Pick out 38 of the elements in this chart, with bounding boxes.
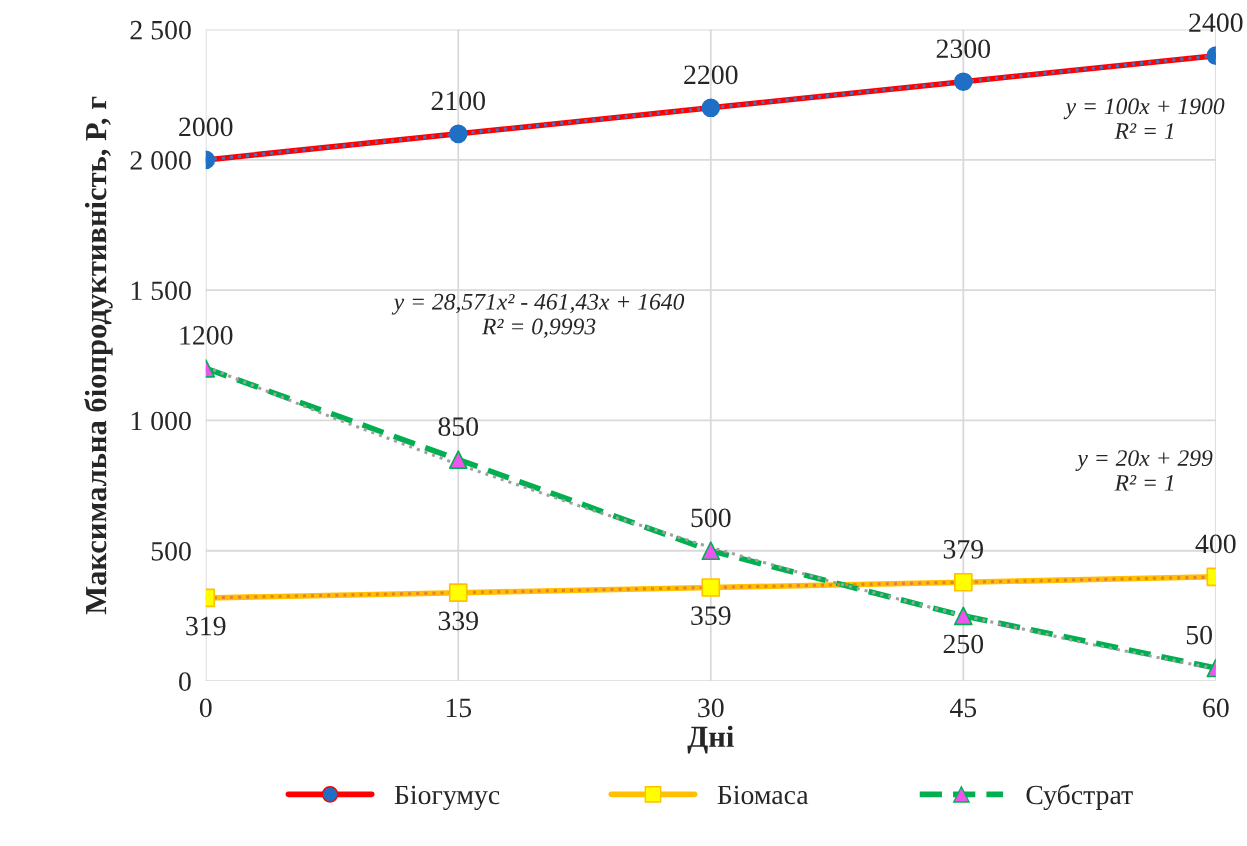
point — [953, 572, 973, 592]
data-label: 50 — [1186, 625, 1212, 645]
data-label: 850 — [438, 417, 479, 436]
x-tick-label: 30 — [698, 698, 724, 718]
data-label: 400 — [1195, 534, 1236, 554]
data-label: 500 — [691, 508, 731, 528]
point — [953, 606, 973, 626]
x-tick-label: 15 — [446, 698, 472, 718]
x-tick-label: 0 — [199, 698, 212, 718]
y-tick-label: 500 — [151, 541, 191, 561]
y-tick-label: 2 000 — [130, 151, 191, 170]
data-label: 2200 — [684, 65, 738, 85]
x-axis-title: Дні — [687, 725, 734, 754]
data-label: 319 — [186, 616, 226, 636]
annotation: y = 28,571x² - 461,43x + 1640 R² = 0,9993 — [391, 293, 685, 338]
y-tick-label: 1 500 — [131, 281, 191, 301]
data-label: 2400 — [1189, 13, 1243, 33]
legend-label: Біогумус — [394, 785, 500, 811]
data-label: 379 — [943, 540, 983, 559]
annotation: y = 20x + 299 R² = 1 — [1075, 450, 1213, 491]
data-label: 2000 — [179, 117, 233, 137]
y-tick-label: 1 000 — [131, 411, 191, 431]
point — [701, 578, 721, 597]
data-label: 359 — [691, 606, 731, 625]
y-axis-title: Максимальна біопродуктивність, P, г — [84, 96, 113, 615]
y-tick-label: 2 500 — [130, 20, 191, 40]
point — [701, 541, 721, 561]
data-label: 339 — [438, 611, 478, 631]
data-label: 1200 — [180, 326, 233, 345]
data-label: 2100 — [431, 91, 485, 111]
x-tick-label: 60 — [1203, 698, 1229, 718]
data-label: 250 — [943, 634, 984, 654]
annotation: y = 100x + 1900 R² = 1 — [1063, 98, 1225, 139]
x-tick-label: 45 — [949, 698, 977, 718]
legend-label: Субстрат — [1026, 784, 1133, 811]
legend-label: Біомаса — [717, 785, 809, 805]
data-label: 2300 — [936, 39, 991, 59]
y-tick-label: 0 — [179, 672, 191, 691]
